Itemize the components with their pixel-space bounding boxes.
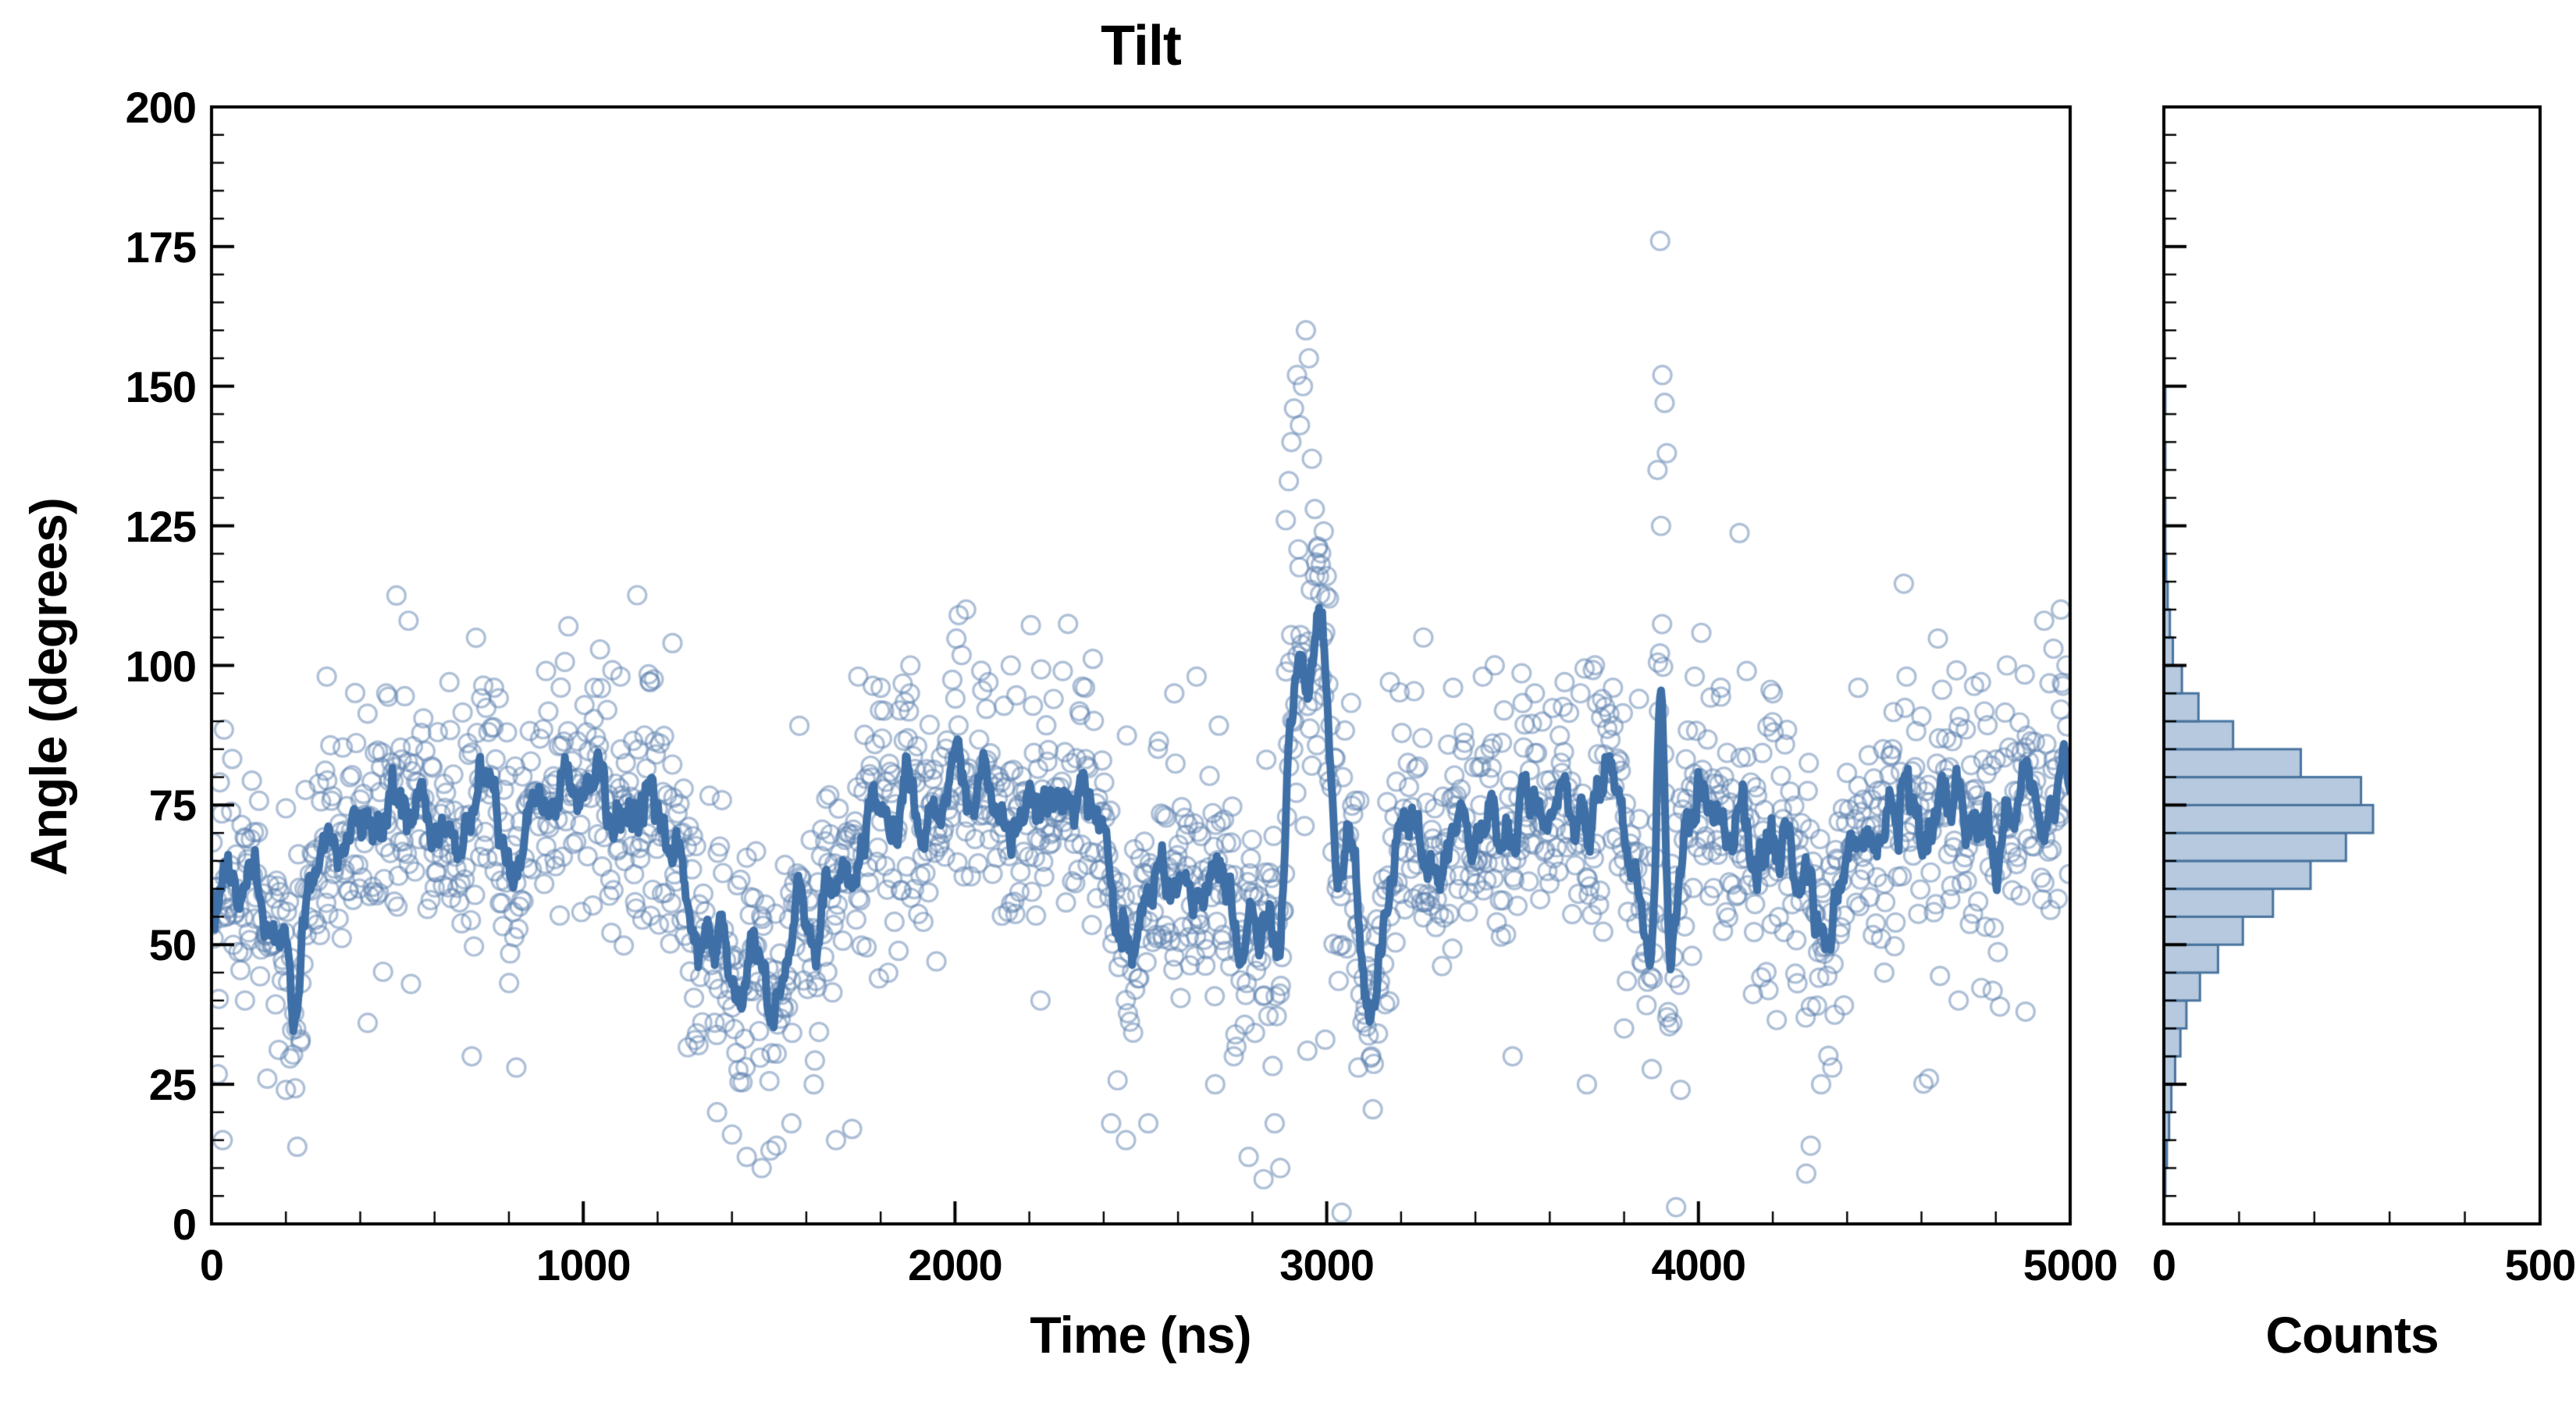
x-tick-label: 4000 (1651, 1240, 1747, 1289)
y-tick-label: 50 (148, 920, 197, 970)
x-tick-label: 1000 (535, 1240, 632, 1289)
hist-x-axis-label: Counts (2265, 1306, 2439, 1364)
y-tick-label: 200 (125, 83, 197, 132)
y-tick-label: 0 (172, 1200, 197, 1249)
chart-title: Tilt (1101, 15, 1182, 77)
x-axis-label: Time (ns) (1030, 1306, 1251, 1364)
hist-x-tick-label: 500 (2504, 1240, 2576, 1289)
x-tick-label: 5000 (2023, 1240, 2119, 1289)
y-tick-label: 75 (148, 781, 197, 831)
y-tick-label: 25 (148, 1060, 197, 1110)
x-tick-label: 3000 (1279, 1240, 1375, 1289)
x-tick-label: 0 (199, 1240, 224, 1289)
x-tick-label: 2000 (908, 1240, 1003, 1289)
y-tick-label: 125 (125, 501, 197, 551)
y-tick-label: 100 (125, 641, 197, 691)
y-tick-label: 150 (125, 361, 197, 411)
y-tick-label: 175 (125, 222, 197, 272)
hist-x-tick-label: 0 (2151, 1240, 2176, 1289)
